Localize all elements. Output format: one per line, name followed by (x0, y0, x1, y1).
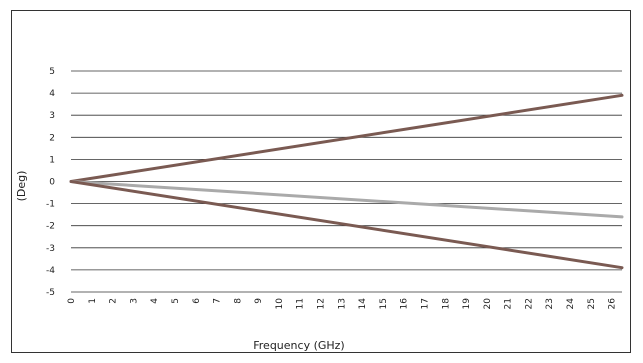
x-tick-label: 25 (587, 298, 597, 309)
y-tick-label: 5 (49, 67, 55, 77)
x-tick-label: 1 (88, 298, 98, 304)
x-tick-label: 13 (337, 298, 347, 309)
x-tick-label: 4 (150, 298, 160, 304)
y-tick-label: 0 (49, 178, 55, 188)
x-axis-title: Frequency (GHz) (253, 339, 344, 352)
y-tick-label: -4 (46, 266, 55, 276)
series-lines (69, 93, 624, 270)
x-tick-label: 6 (192, 298, 202, 304)
x-tick-label: 2 (109, 298, 119, 304)
y-tick-label: -2 (46, 222, 55, 232)
y-tick-label: -1 (46, 200, 55, 210)
x-tick-label: 10 (275, 298, 285, 310)
x-tick-label: 9 (254, 298, 264, 304)
series-line-1 (69, 180, 624, 219)
x-tick-label: 11 (296, 298, 306, 309)
x-tick-label: 19 (462, 298, 472, 310)
x-tick-label: 8 (233, 298, 243, 304)
x-tick-label: 26 (608, 298, 618, 310)
y-tick-labels: 5 4 3 2 1 0 -1 -2 -3 -4 -5 (46, 67, 55, 298)
x-tick-label: 5 (171, 298, 181, 304)
x-tick-label: 17 (420, 298, 430, 309)
x-tick-label: 12 (317, 298, 327, 309)
x-tick-label: 3 (129, 298, 139, 304)
x-tick-label: 22 (524, 298, 534, 309)
y-tick-label: 4 (49, 89, 55, 99)
y-tick-label: 2 (49, 133, 55, 143)
x-tick-label: 18 (441, 298, 451, 310)
series-line-2 (69, 180, 624, 270)
x-tick-label: 15 (379, 298, 389, 309)
y-tick-label: -5 (46, 288, 55, 298)
grid (71, 70, 622, 293)
x-tick-label: 0 (67, 298, 77, 304)
x-tick-label: 20 (483, 298, 493, 310)
x-tick-labels: 0 1 2 3 4 5 6 7 8 9 10 11 12 13 14 15 16 17 18 19 20 21 22 23 24… (67, 298, 618, 310)
y-tick-label: 1 (49, 155, 55, 165)
x-tick-label: 16 (400, 298, 410, 310)
x-tick-label: 24 (566, 298, 576, 310)
x-tick-label: 23 (545, 298, 555, 309)
y-axis-title: (Deg) (15, 171, 28, 202)
y-tick-label: -3 (46, 244, 55, 254)
x-tick-label: 21 (504, 298, 514, 309)
x-tick-label: 7 (213, 298, 223, 304)
y-tick-label: 3 (49, 111, 55, 121)
series-line-0 (69, 93, 624, 183)
x-tick-label: 14 (358, 298, 368, 310)
